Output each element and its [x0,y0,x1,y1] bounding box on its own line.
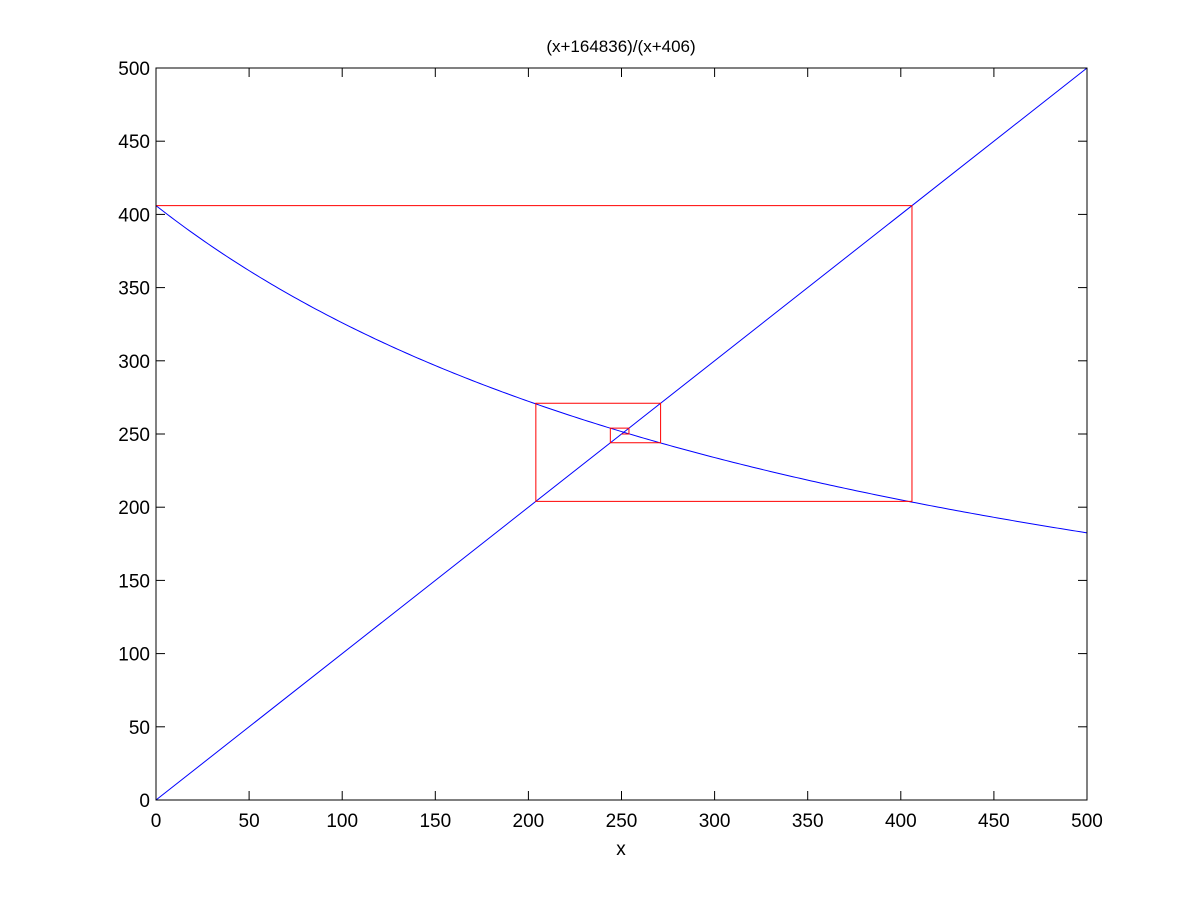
y-tick-label: 450 [118,132,150,153]
x-tick-label: 50 [239,811,260,832]
y-tick-label: 150 [118,571,150,592]
x-tick-label: 300 [699,811,731,832]
y-tick-label: 300 [118,352,150,373]
y-tick-label: 250 [118,425,150,446]
tick-layer: 0 50 100 150 200 250 300 350 400 450 500 0 50 100 150 2… [118,59,1103,832]
x-tick-label: 400 [885,811,917,832]
x-tick-label: 500 [1071,811,1103,832]
cobweb-line [155,205,913,800]
y-tick-label: 500 [118,59,150,80]
y-tick-label: 50 [129,718,150,739]
x-tick-label: 350 [792,811,824,832]
x-axis-label: x [616,839,626,860]
y-tick-label: 100 [118,645,150,666]
y-tick-label: 400 [118,205,150,226]
x-tick-label: 0 [151,811,162,832]
x-tick-label: 150 [419,811,451,832]
y-tick-label: 350 [118,279,150,300]
series-layer [155,67,1088,801]
x-tick-label: 450 [978,811,1010,832]
chart-title: (x+164836)/(x+406) [546,37,695,56]
x-tick-label: 250 [606,811,638,832]
curve-line [155,205,1088,534]
x-tick-label: 200 [513,811,545,832]
x-tick-label: 100 [326,811,358,832]
y-tick-label: 0 [139,791,150,812]
y-tick-label: 200 [118,498,150,519]
